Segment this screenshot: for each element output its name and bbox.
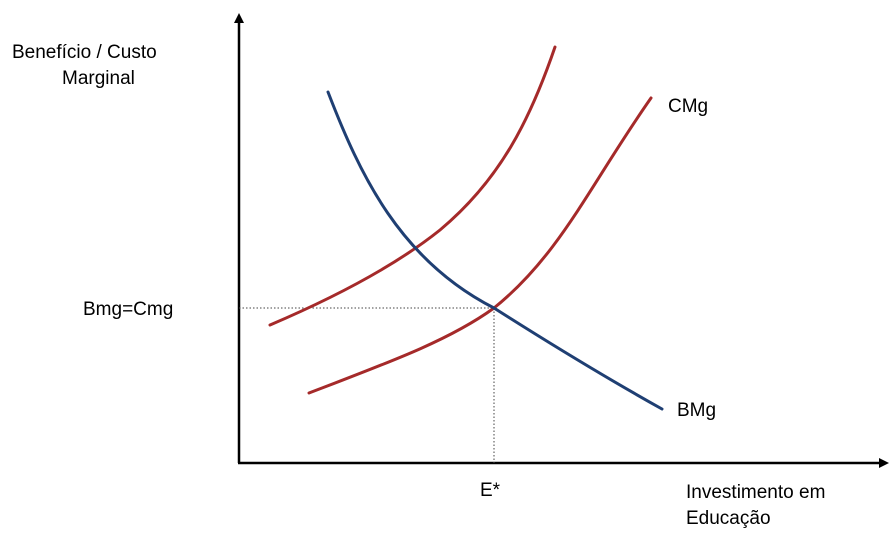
bmg-curve-label: BMg (677, 400, 716, 421)
x-axis-label-line2: Educação (686, 508, 771, 529)
y-level-label: Bmg=Cmg (83, 299, 173, 320)
y-axis-label-line2: Marginal (62, 68, 135, 89)
cost-curve-upper (268, 45, 557, 327)
benefit-curve-bmg (326, 90, 664, 411)
y-axis-label-line1: Benefício / Custo (12, 42, 157, 63)
x-axis-label-line1: Investimento em (686, 482, 825, 503)
x-level-label: E* (480, 480, 501, 501)
cmg-curve-label: CMg (668, 96, 708, 117)
cost-curve-cmg (307, 96, 653, 395)
